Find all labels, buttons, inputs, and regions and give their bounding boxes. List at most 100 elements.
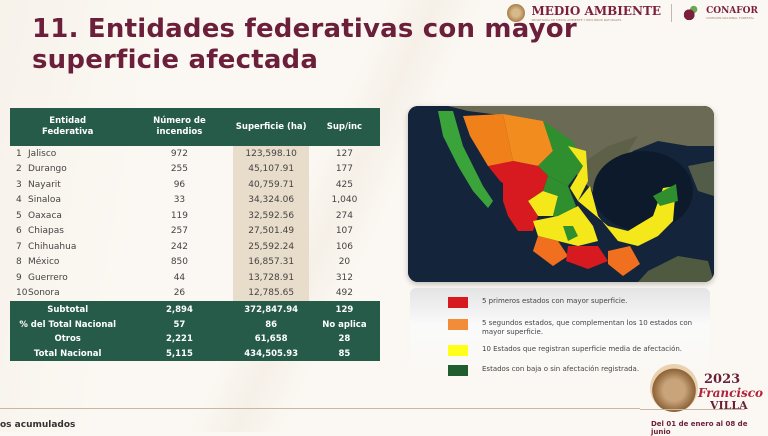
footer-divider xyxy=(0,408,640,409)
title-line-1: 11. Entidades federativas con mayor xyxy=(32,14,577,44)
row-superficie: 25,592.24 xyxy=(233,239,309,255)
summary-sup-inc: 28 xyxy=(308,332,380,347)
legend-text: 5 primeros estados con mayor superficie. xyxy=(482,297,628,305)
row-incendios: 96 xyxy=(173,179,186,190)
header-incendios: Número de incendios xyxy=(125,108,234,146)
row-superficie: 123,598.10 xyxy=(233,146,309,162)
table-row: 6 Chiapas 257 27,501.49 107 xyxy=(10,223,380,239)
conafor-label: CONAFOR xyxy=(706,6,758,16)
legend-item-red: 5 primeros estados con mayor superficie. xyxy=(448,297,702,308)
header-entidad: Entidad Federativa xyxy=(10,108,126,146)
row-sup-inc: 492 xyxy=(308,285,380,303)
government-seal-icon xyxy=(507,4,526,22)
summary-superficie: 86 xyxy=(233,317,309,332)
table-row: 10Sonora 26 12,785.65 492 xyxy=(10,285,380,303)
legend-item-orange: 5 segundos estados, que complementan los… xyxy=(448,319,702,337)
summary-superficie: 61,658 xyxy=(233,332,309,347)
conafor-icon xyxy=(682,4,701,22)
summary-incendios: 57 xyxy=(125,317,234,332)
row-superficie: 40,759.71 xyxy=(233,177,309,193)
row-incendios: 257 xyxy=(170,226,188,237)
row-sup-inc: 106 xyxy=(335,241,353,252)
medio-ambiente-label: MEDIO AMBIENTE xyxy=(531,3,662,18)
header-superficie: Superficie (ha) xyxy=(233,108,309,146)
summary-label: Subtotal xyxy=(10,302,126,318)
summary-incendios: 2,221 xyxy=(125,332,234,347)
legend-item-yellow: 10 Estados que registran superficie medi… xyxy=(448,345,702,356)
legend-text: 5 segundos estados, que complementan los… xyxy=(482,319,693,336)
legend-swatch-orange xyxy=(448,319,468,330)
title-line-2: superficie afectada xyxy=(32,45,319,75)
row-rank: 8 xyxy=(16,257,22,268)
row-incendios: 242 xyxy=(170,241,188,252)
row-entidad: Nayarit xyxy=(28,179,61,190)
row-incendios: 972 xyxy=(170,148,188,159)
summary-incendios: 2,894 xyxy=(125,302,234,318)
row-sup-inc: 274 xyxy=(335,210,353,221)
table-row: 9 Guerrero 44 13,728.91 312 xyxy=(10,270,380,286)
table-row: 3 Nayarit 96 40,759.71 425 xyxy=(10,177,380,193)
summary-sup-inc: 129 xyxy=(308,302,380,318)
badge-name-first: Francisco xyxy=(698,386,764,400)
row-entidad: Durango xyxy=(28,164,67,175)
summary-label: Otros xyxy=(10,332,126,347)
row-incendios: 119 xyxy=(170,210,188,221)
summary-superficie: 434,505.93 xyxy=(233,346,309,361)
row-rank: 7 xyxy=(16,241,22,252)
row-entidad: Chiapas xyxy=(28,226,64,237)
table-row: 4 Sinaloa 33 34,324.06 1,040 xyxy=(10,192,380,208)
logo-divider xyxy=(671,4,673,22)
footer-divider-right xyxy=(640,409,745,410)
row-sup-inc: 127 xyxy=(335,148,353,159)
summary-sup-inc: No aplica xyxy=(308,317,380,332)
row-sup-inc: 177 xyxy=(335,164,353,175)
badge-year: 2023 xyxy=(704,372,741,387)
row-entidad: México xyxy=(28,257,60,268)
table-row: 2 Durango 255 45,107.91 177 xyxy=(10,161,380,177)
summary-superficie: 372,847.94 xyxy=(233,302,309,318)
row-superficie: 16,857.31 xyxy=(233,254,309,270)
legend-swatch-red xyxy=(448,297,468,308)
summary-row-otros: Otros 2,221 61,658 28 xyxy=(10,332,380,347)
row-entidad: Jalisco xyxy=(28,148,57,159)
medio-ambiente-logo: MEDIO AMBIENTE SECRETARÍA DE MEDIO AMBIE… xyxy=(531,3,662,22)
row-superficie: 45,107.91 xyxy=(233,161,309,177)
row-rank: 4 xyxy=(16,195,22,206)
row-incendios: 44 xyxy=(173,272,186,283)
entidades-table: Entidad Federativa Número de incendios S… xyxy=(10,108,380,361)
row-rank: 9 xyxy=(16,272,22,283)
row-entidad: Guerrero xyxy=(28,272,68,283)
legend-text: Estados con baja o sin afectación regist… xyxy=(482,365,640,373)
row-superficie: 12,785.65 xyxy=(233,285,309,303)
row-rank: 3 xyxy=(16,179,22,190)
summary-incendios: 5,115 xyxy=(125,346,234,361)
table-row: 1 Jalisco 972 123,598.10 127 xyxy=(10,146,380,162)
table-row: 5 Oaxaca 119 32,592.56 274 xyxy=(10,208,380,224)
table-row: 7 Chihuahua 242 25,592.24 106 xyxy=(10,239,380,255)
row-sup-inc: 425 xyxy=(335,179,353,190)
row-entidad: Sonora xyxy=(28,288,60,299)
legend-swatch-yellow xyxy=(448,345,468,356)
legend-text: 10 Estados que registran superficie medi… xyxy=(482,345,683,353)
summary-row-total: Total Nacional 5,115 434,505.93 85 xyxy=(10,346,380,361)
villa-portrait-icon xyxy=(650,364,698,412)
row-rank: 1 xyxy=(16,148,22,159)
francisco-villa-badge: 2023 Francisco VILLA xyxy=(650,362,765,420)
row-sup-inc: 107 xyxy=(335,226,353,237)
row-incendios: 255 xyxy=(170,164,188,175)
row-rank: 6 xyxy=(16,226,22,237)
row-sup-inc: 1,040 xyxy=(331,195,358,206)
footer-caption: os acumulados xyxy=(0,420,76,430)
page-title: 11. Entidades federativas con mayor supe… xyxy=(32,14,577,76)
legend-item-green: Estados con baja o sin afectación regist… xyxy=(448,365,702,376)
row-superficie: 32,592.56 xyxy=(233,208,309,224)
summary-sup-inc: 85 xyxy=(308,346,380,361)
badge-name-last: VILLA xyxy=(710,399,748,412)
row-incendios: 33 xyxy=(173,195,186,206)
summary-label: Total Nacional xyxy=(10,346,126,361)
summary-row-percent: % del Total Nacional 57 86 No aplica xyxy=(10,317,380,332)
row-rank: 5 xyxy=(16,210,22,221)
row-incendios: 850 xyxy=(170,257,188,268)
summary-label: % del Total Nacional xyxy=(10,317,126,332)
summary-row-subtotal: Subtotal 2,894 372,847.94 129 xyxy=(10,302,380,318)
